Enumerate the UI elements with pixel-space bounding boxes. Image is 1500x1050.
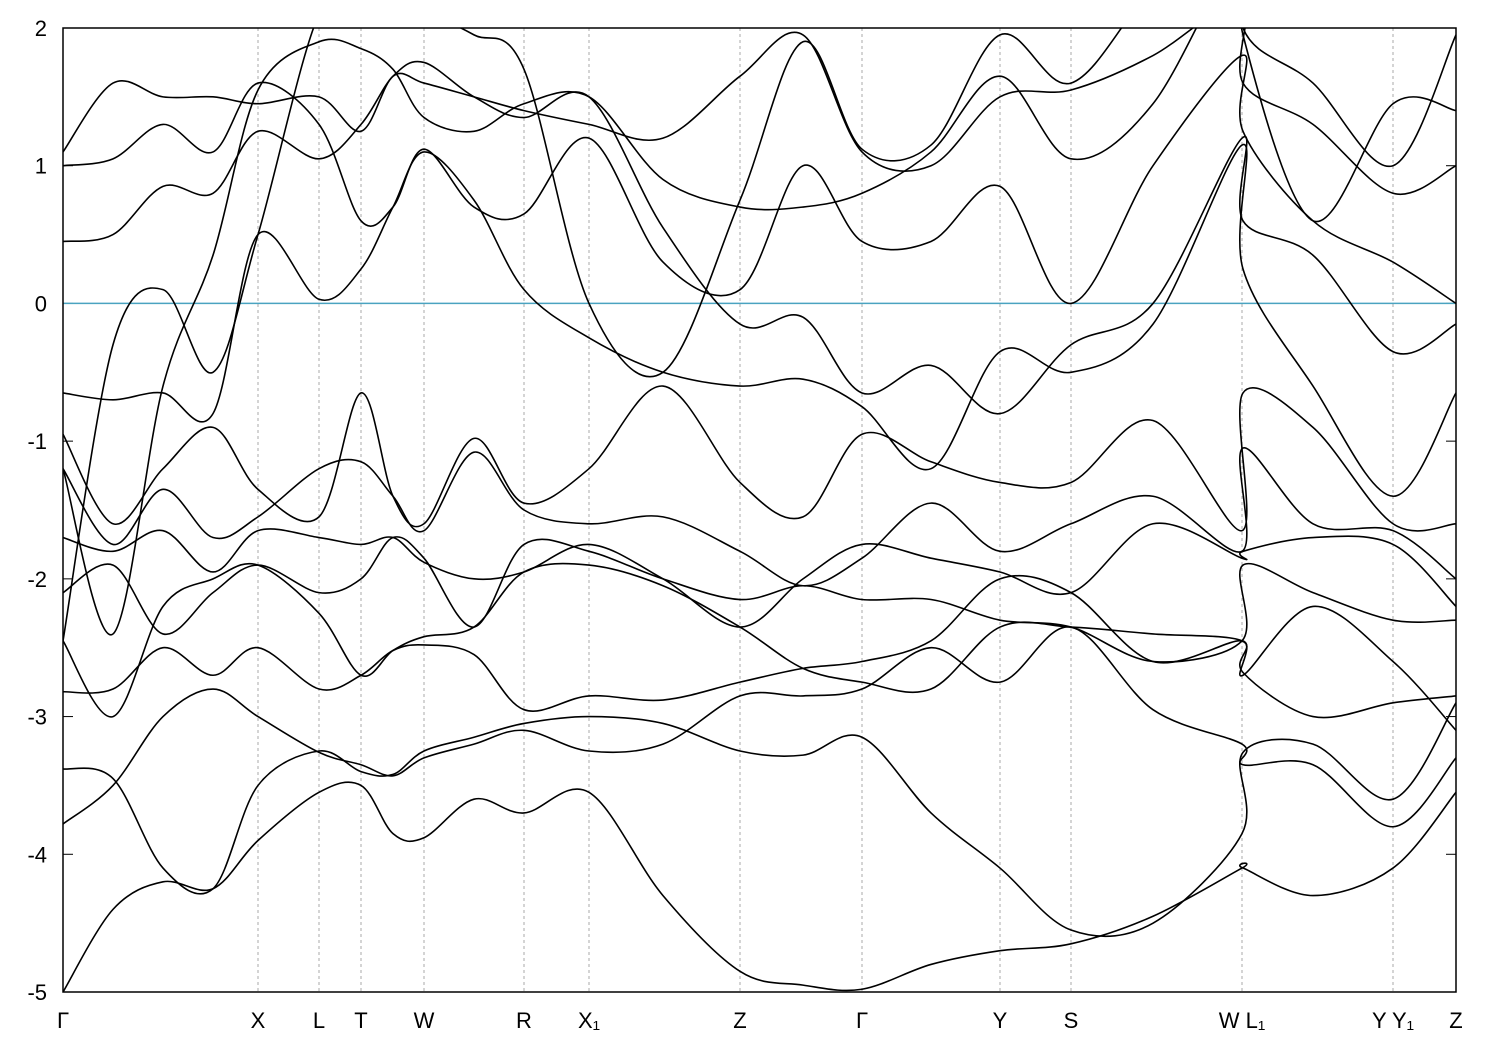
x-tick-label: Z [733, 1008, 746, 1033]
x-tick-label: Y Y₁ [1372, 1008, 1414, 1033]
x-tick-label: W [414, 1008, 435, 1033]
band [63, 562, 1456, 719]
x-tick-label: W L₁ [1219, 1008, 1266, 1033]
y-tick-label: 1 [35, 154, 47, 179]
band [63, 626, 1456, 828]
band [63, 28, 1456, 641]
band [63, 702, 1456, 937]
y-tick-label: 2 [35, 16, 47, 41]
y-tick-label: -5 [27, 980, 47, 1005]
band [63, 28, 1456, 636]
band [63, 385, 1456, 532]
band [63, 536, 1456, 663]
bands [63, 28, 1456, 992]
x-tick-label: X₁ [578, 1008, 600, 1033]
band [63, 781, 1456, 992]
band [63, 143, 1456, 498]
y-tick-label: -3 [27, 705, 47, 730]
y-tick-label: -1 [27, 429, 47, 454]
band [63, 574, 1456, 731]
x-tick-label: Γ [57, 1008, 69, 1033]
x-tick-label: S [1064, 1008, 1079, 1033]
band [63, 28, 1456, 196]
x-tick-label: X [251, 1008, 266, 1033]
band [63, 54, 1456, 305]
labels: -5 -4 -3 -2 -1 0 1 2 Γ X L T W R X₁ Z Γ Y S W L₁ Y Y₁ Z [27, 16, 1462, 1033]
y-tick-label: -2 [27, 567, 47, 592]
x-tick-label: Z [1449, 1008, 1462, 1033]
x-tick-label: R [516, 1008, 532, 1033]
y-tick-label: -4 [27, 842, 47, 867]
x-tick-label: Γ [856, 1008, 868, 1033]
plot-frame [62, 27, 1457, 993]
band [63, 447, 1456, 587]
x-tick-label: L [313, 1008, 325, 1033]
y-tick-label: 0 [35, 291, 47, 316]
band [63, 60, 1456, 415]
x-tick-label: T [354, 1008, 367, 1033]
x-tick-label: Y [993, 1008, 1008, 1033]
band [63, 522, 1456, 628]
